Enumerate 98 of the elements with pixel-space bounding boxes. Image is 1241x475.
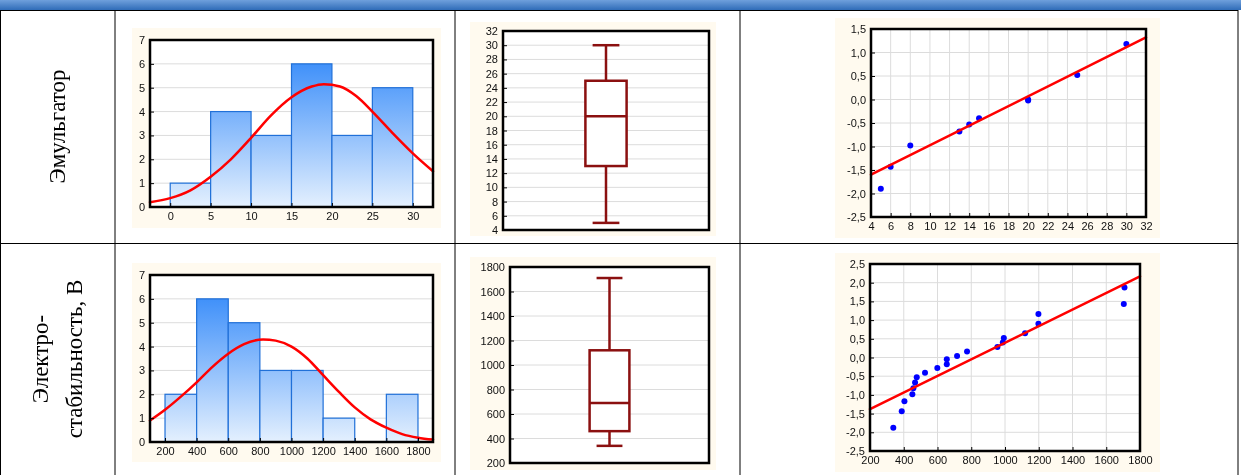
x-tick-label: 24	[1061, 219, 1075, 232]
x-tick-label: 800	[251, 444, 270, 457]
x-tick-label: 10	[924, 219, 937, 232]
y-tick-label: 18	[485, 124, 498, 137]
x-tick-label: 26	[1081, 219, 1094, 232]
x-tick-label: 400	[187, 444, 207, 457]
y-tick-label: 1,0	[849, 314, 865, 327]
y-tick-label: 1400	[480, 310, 505, 323]
y-tick-label: -2,0	[846, 426, 865, 439]
y-tick-label: 14	[485, 152, 498, 165]
y-tick-label: 7	[138, 269, 145, 282]
y-tick-label: 16	[485, 138, 498, 151]
x-tick-label: 1000	[993, 453, 1018, 466]
y-tick-label: 2,0	[849, 276, 865, 289]
x-tick-label: 1600	[1094, 453, 1119, 466]
y-tick-label: 26	[485, 67, 498, 80]
x-tick-label: 16	[983, 219, 996, 232]
x-tick-label: 18	[1002, 219, 1016, 232]
x-tick-label: 14	[963, 219, 976, 232]
y-tick-label: 8	[491, 195, 498, 208]
y-tick-label: 30	[485, 39, 498, 52]
x-tick-label: 1800	[1128, 453, 1153, 466]
x-tick-label: 1800	[406, 444, 431, 457]
y-tick-label: 22	[485, 96, 498, 109]
x-tick-label: 1000	[279, 444, 305, 457]
x-tick-label: 0	[167, 209, 174, 222]
x-tick-label: 10	[245, 209, 258, 222]
x-tick-label: 1400	[1060, 453, 1086, 466]
x-tick-label: 25	[366, 209, 379, 222]
y-tick-label: -1,5	[846, 407, 865, 420]
y-tick-label: 2,5	[849, 258, 865, 271]
y-tick-label: 5	[138, 81, 145, 94]
y-tick-label: 7	[138, 34, 145, 47]
y-tick-label: 0	[138, 201, 145, 214]
x-tick-label: 20	[326, 209, 339, 222]
y-tick-label: 400	[486, 432, 505, 445]
x-tick-label: 1600	[374, 444, 400, 457]
y-tick-label: 0,5	[849, 332, 865, 345]
y-tick-label: 0,0	[849, 351, 865, 364]
x-tick-label: 4	[868, 219, 875, 232]
y-tick-label: 4	[138, 340, 145, 353]
x-tick-label: 200	[156, 444, 175, 457]
x-tick-label: 8	[907, 219, 914, 232]
y-tick-label: -2,5	[846, 445, 865, 458]
y-tick-label: 0,0	[850, 93, 866, 106]
x-tick-label: 20	[1022, 219, 1035, 232]
x-tick-label: 12	[943, 219, 957, 232]
y-tick-label: 1,5	[850, 23, 866, 36]
text: Электро-стабильность, В	[28, 279, 87, 439]
y-tick-label: 12	[485, 167, 498, 180]
y-tick-label: 0,5	[850, 70, 866, 83]
text: Эмульгатор	[45, 69, 70, 184]
y-tick-label: 32	[485, 25, 498, 38]
y-tick-label: 1	[138, 412, 145, 425]
x-tick-label: 30	[1120, 219, 1133, 232]
y-tick-label: -1,0	[847, 140, 866, 153]
x-tick-label: 800	[962, 453, 981, 466]
x-tick-label: 400	[895, 453, 914, 466]
y-tick-label: -1,0	[846, 388, 865, 401]
y-tick-label: -0,5	[846, 370, 865, 383]
y-tick-label: 1,5	[849, 295, 865, 308]
x-tick-label: 28	[1101, 219, 1114, 232]
x-tick-label: 6	[888, 219, 895, 232]
y-tick-label: -1,5	[847, 164, 866, 177]
y-tick-label: 3	[138, 364, 145, 377]
y-tick-label: 1800	[480, 261, 505, 274]
x-tick-label: 15	[285, 209, 299, 222]
y-tick-label: 1600	[480, 285, 505, 298]
x-tick-label: 22	[1042, 219, 1055, 232]
y-tick-label: 20	[485, 110, 498, 123]
x-tick-label: 600	[219, 444, 238, 457]
y-tick-label: -2,0	[847, 187, 866, 200]
y-tick-label: 24	[485, 81, 498, 94]
y-tick-label: 4	[138, 105, 145, 118]
x-tick-label: 30	[407, 209, 420, 222]
y-tick-label: 1,0	[850, 46, 866, 59]
x-tick-label: 600	[928, 453, 948, 466]
x-tick-label: 1200	[311, 444, 336, 457]
x-tick-label: 1400	[343, 444, 368, 457]
y-tick-label: 5	[138, 316, 145, 329]
y-tick-label: 6	[138, 292, 145, 305]
y-tick-label: 1000	[480, 359, 505, 372]
y-tick-label: 0	[138, 436, 145, 449]
y-tick-label: 800	[486, 383, 505, 396]
y-tick-label: 2	[138, 153, 145, 166]
x-tick-label: 1200	[1027, 453, 1052, 466]
x-tick-label: 32	[1140, 219, 1153, 232]
x-tick-label: 5	[208, 209, 215, 222]
y-tick-label: 10	[485, 181, 498, 194]
y-tick-label: 1	[138, 177, 145, 190]
y-tick-label: 3	[138, 129, 145, 142]
y-tick-label: 600	[486, 408, 505, 421]
y-tick-label: 2	[138, 388, 145, 401]
y-tick-label: 28	[485, 53, 498, 66]
y-tick-label: -0,5	[847, 117, 866, 130]
y-tick-label: 6	[138, 57, 145, 70]
y-tick-label: 1200	[480, 334, 505, 347]
y-tick-label: -2,5	[847, 211, 866, 224]
